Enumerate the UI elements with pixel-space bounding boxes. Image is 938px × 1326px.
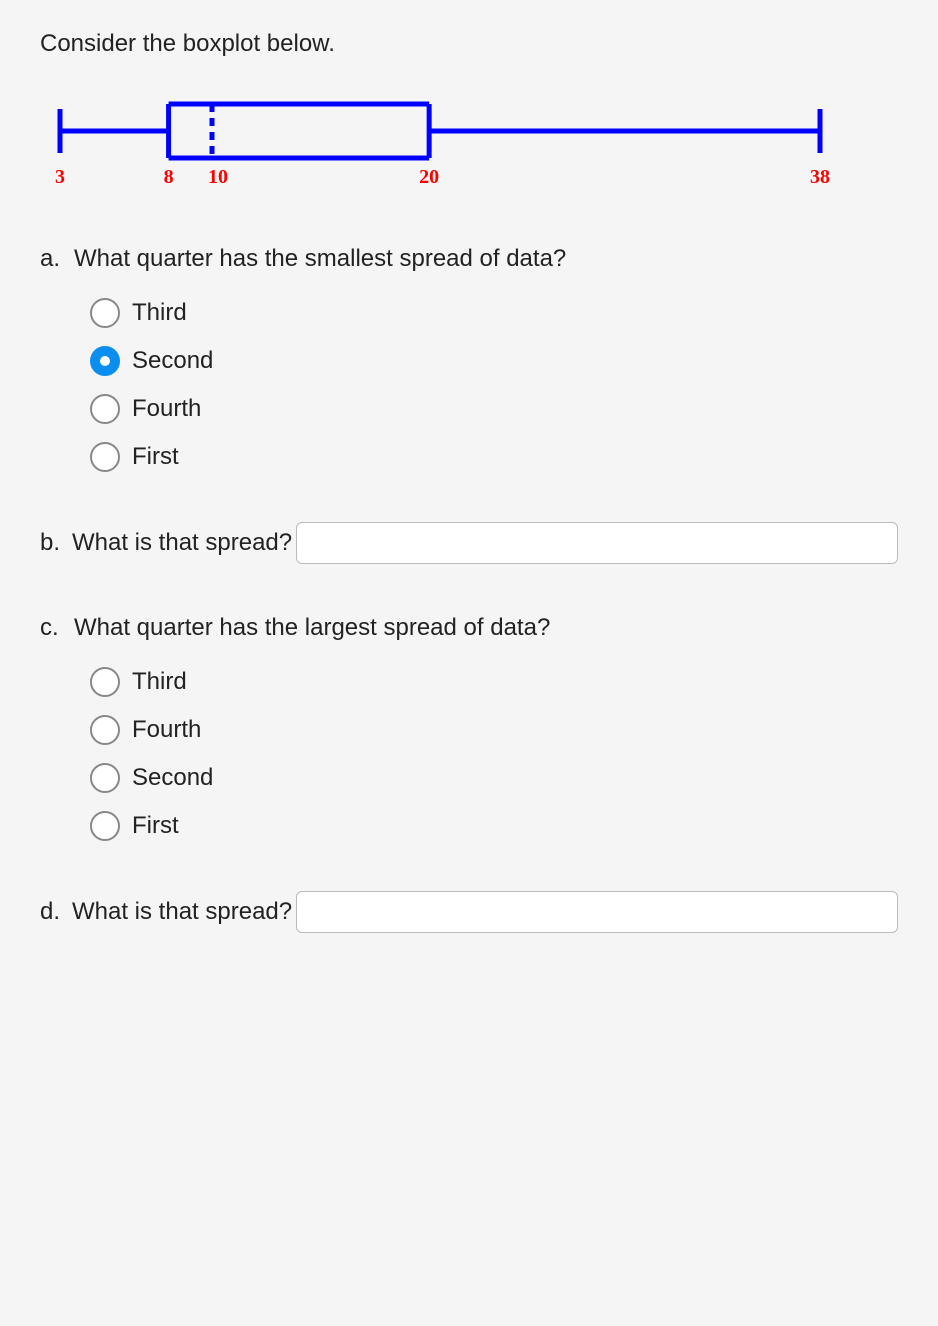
question-d-letter: d. [40,898,68,926]
question-c-option[interactable]: First [90,811,898,841]
option-label: Fourth [132,395,201,423]
option-label: Third [132,668,187,696]
question-a-options: Third Second Fourth First [90,298,898,472]
radio-icon[interactable] [90,763,120,793]
question-c-option[interactable]: Fourth [90,715,898,745]
option-label: Fourth [132,716,201,744]
boxplot-figure: 38102038 [50,83,898,200]
question-a-option[interactable]: Second [90,346,898,376]
radio-icon[interactable] [90,346,120,376]
intro-text: Consider the boxplot below. [40,30,898,58]
radio-icon[interactable] [90,811,120,841]
question-b-input[interactable] [296,522,898,564]
question-c-text: What quarter has the largest spread of d… [74,614,550,642]
option-label: Second [132,764,213,792]
question-b-text: What is that spread? [72,529,292,557]
question-a-letter: a. [40,245,68,273]
question-d-text: What is that spread? [72,898,292,926]
option-label: First [132,443,179,471]
question-c: c. What quarter has the largest spread o… [40,614,898,841]
question-a-option[interactable]: Fourth [90,394,898,424]
question-c-option[interactable]: Third [90,667,898,697]
question-d: d. What is that spread? [40,891,898,933]
question-b-letter: b. [40,529,68,557]
svg-text:10: 10 [208,166,228,188]
question-a-option[interactable]: First [90,442,898,472]
question-a: a. What quarter has the smallest spread … [40,245,898,472]
question-c-option[interactable]: Second [90,763,898,793]
question-c-options: Third Fourth Second First [90,667,898,841]
svg-text:20: 20 [419,166,439,188]
question-d-input[interactable] [296,891,898,933]
question-a-option[interactable]: Third [90,298,898,328]
radio-icon[interactable] [90,298,120,328]
question-a-text: What quarter has the smallest spread of … [74,245,566,273]
question-b: b. What is that spread? [40,522,898,564]
svg-text:8: 8 [164,166,174,188]
svg-text:3: 3 [55,166,65,188]
option-label: Second [132,347,213,375]
boxplot-svg: 38102038 [50,83,830,193]
svg-text:38: 38 [810,166,830,188]
option-label: First [132,812,179,840]
radio-icon[interactable] [90,442,120,472]
option-label: Third [132,299,187,327]
radio-icon[interactable] [90,715,120,745]
radio-icon[interactable] [90,667,120,697]
question-c-letter: c. [40,614,68,642]
radio-icon[interactable] [90,394,120,424]
